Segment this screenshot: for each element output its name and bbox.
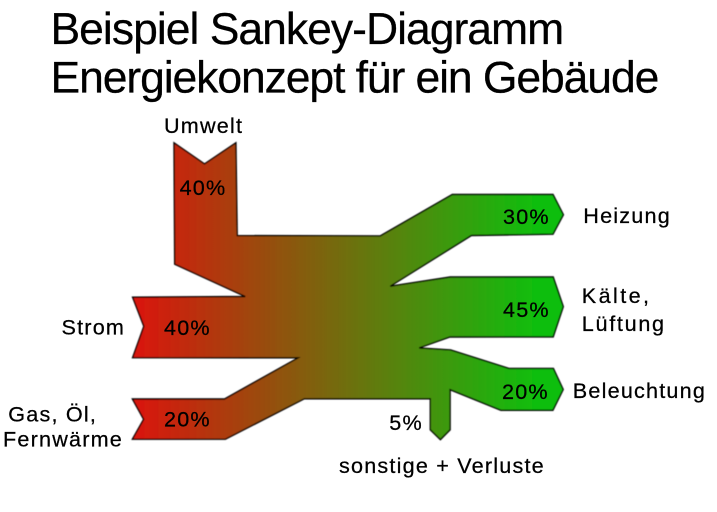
svg-text:45%: 45% [503, 297, 550, 322]
svg-text:Kälte,: Kälte, [582, 283, 652, 308]
svg-text:Beleuchtung: Beleuchtung [573, 378, 706, 403]
svg-text:Lüftung: Lüftung [582, 311, 666, 336]
svg-text:Beispiel Sankey-Diagramm: Beispiel Sankey-Diagramm [51, 5, 564, 54]
svg-text:Strom: Strom [62, 315, 126, 340]
svg-text:30%: 30% [503, 204, 550, 229]
svg-text:20%: 20% [164, 406, 211, 431]
svg-text:Umwelt: Umwelt [164, 113, 243, 138]
svg-text:40%: 40% [164, 315, 211, 340]
svg-text:Fernwärme: Fernwärme [3, 426, 123, 451]
svg-text:Heizung: Heizung [583, 203, 671, 228]
svg-text:Gas, Öl,: Gas, Öl, [8, 401, 97, 426]
svg-text:40%: 40% [180, 175, 227, 200]
svg-text:Energiekonzept für ein Gebäude: Energiekonzept für ein Gebäude [51, 53, 659, 102]
svg-text:5%: 5% [389, 410, 423, 435]
svg-text:20%: 20% [502, 379, 549, 404]
svg-text:sonstige + Verluste: sonstige + Verluste [339, 453, 545, 478]
